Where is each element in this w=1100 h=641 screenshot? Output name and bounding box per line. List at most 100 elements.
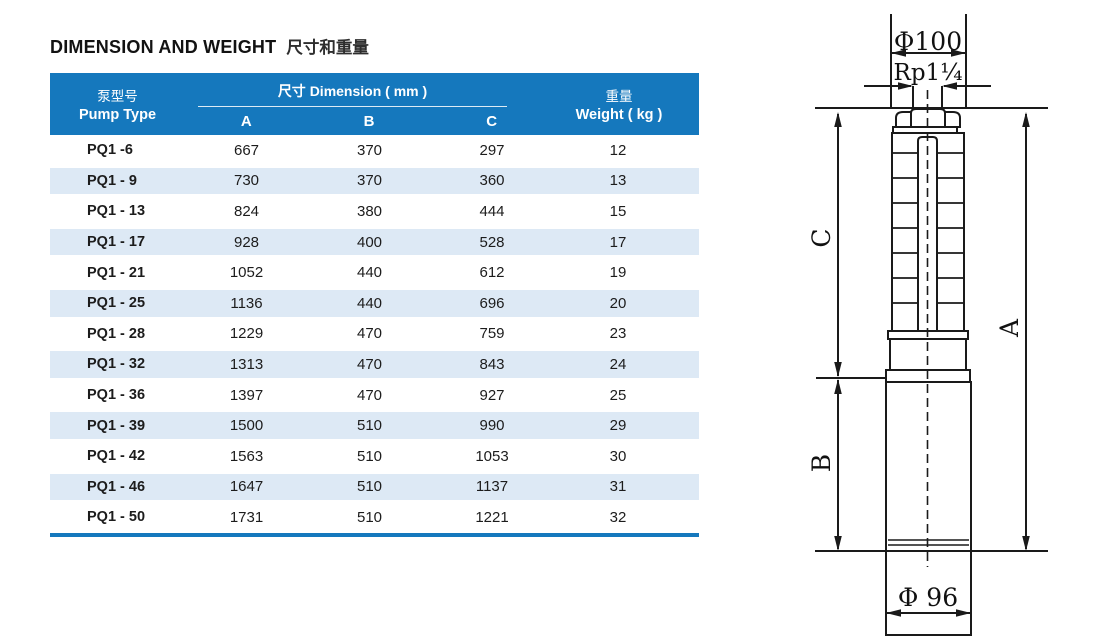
cell-a: 730	[233, 172, 260, 190]
dimension-arrowheads	[834, 49, 1030, 617]
cell-type: PQ1 - 32	[87, 356, 146, 373]
cell-type: PQ1 - 13	[87, 203, 146, 220]
cell-a: 667	[233, 141, 260, 159]
cell-b: 470	[356, 325, 383, 343]
table-row: PQ1 - 9 730 370 360 13	[50, 165, 699, 197]
cell-w: 32	[609, 508, 627, 526]
table-row: PQ1 - 17 928 400 528 17	[50, 226, 699, 258]
cell-a: 1563	[229, 447, 264, 465]
label-dim-a: A	[995, 318, 1024, 338]
cell-c: 990	[479, 417, 505, 435]
cell-a: 1500	[229, 417, 264, 435]
column-header-weight: 重量 Weight ( kg )	[553, 73, 699, 135]
cell-c: 927	[479, 386, 505, 404]
weight-label-zh: 重量	[605, 89, 633, 104]
pump-body-outline	[885, 108, 972, 636]
cell-type: PQ1 -6	[87, 142, 133, 159]
cell-b: 470	[356, 355, 383, 373]
dimension-group-label: 尺寸 Dimension ( mm )	[198, 73, 507, 107]
table-row: PQ1 - 36 1397 470 927 25	[50, 379, 699, 411]
table-row: PQ1 - 13 824 380 444 15	[50, 196, 699, 227]
label-thread: Rp1¼	[894, 60, 963, 86]
cell-c: 360	[479, 172, 505, 190]
cell-c: 1221	[475, 508, 509, 526]
cell-b: 380	[356, 202, 383, 220]
cell-type: PQ1 - 50	[87, 509, 146, 526]
cell-b: 510	[356, 478, 383, 496]
cell-a: 1052	[229, 264, 264, 282]
cell-w: 30	[609, 447, 627, 465]
table-row: PQ1 - 39 1500 510 990 29	[50, 410, 699, 441]
cell-w: 19	[609, 264, 627, 282]
table-body: PQ1 -6 667 370 297 12 PQ1 - 9 730 370 360 13 PQ1 -…	[50, 135, 699, 533]
cell-b: 510	[356, 417, 383, 435]
cell-a: 1647	[229, 478, 264, 496]
column-header-c: C	[486, 112, 498, 130]
cell-a: 1731	[229, 508, 264, 526]
cell-b: 510	[356, 508, 383, 526]
column-header-a: A	[240, 112, 252, 130]
column-header-b: B	[363, 112, 375, 130]
cell-c: 1137	[475, 478, 509, 496]
cell-type: PQ1 - 21	[87, 264, 146, 281]
table-row: PQ1 -6 667 370 297 12	[50, 135, 699, 166]
table-row: PQ1 - 50 1731 510 1221 32	[50, 502, 699, 533]
pump-type-label-en: Pump Type	[78, 107, 157, 123]
weight-label-en: Weight ( kg )	[575, 107, 663, 123]
cell-b: 370	[356, 172, 383, 190]
table-header: 泵型号 Pump Type 尺寸 Dimension ( mm ) A B C …	[50, 73, 699, 135]
cell-type: PQ1 - 42	[87, 448, 146, 465]
cell-w: 17	[609, 233, 627, 251]
cell-a: 1313	[229, 355, 264, 373]
column-header-pump-type: 泵型号 Pump Type	[50, 73, 185, 135]
cell-c: 843	[479, 355, 505, 373]
cell-w: 31	[609, 478, 627, 496]
cell-c: 696	[479, 294, 505, 312]
cell-b: 440	[356, 264, 383, 282]
cell-a: 1229	[229, 325, 264, 343]
pump-type-label-zh: 泵型号	[97, 89, 138, 104]
cell-a: 1136	[230, 294, 263, 312]
table-row: PQ1 - 46 1647 510 1137 31	[50, 471, 699, 503]
table-row: PQ1 - 42 1563 510 1053 30	[50, 440, 699, 472]
cell-b: 370	[356, 141, 383, 159]
cell-b: 440	[356, 294, 383, 312]
cell-w: 20	[609, 294, 627, 312]
cell-type: PQ1 - 17	[87, 234, 146, 251]
cell-c: 612	[479, 264, 505, 282]
nut-base	[892, 126, 958, 134]
cell-w: 25	[609, 386, 627, 404]
table-row: PQ1 - 32 1313 470 843 24	[50, 349, 699, 380]
cell-type: PQ1 - 39	[87, 417, 146, 434]
cell-b: 510	[356, 447, 383, 465]
cell-w: 29	[609, 417, 627, 435]
column-header-dimensions: 尺寸 Dimension ( mm ) A B C	[185, 73, 553, 135]
label-top-diameter: Φ100	[894, 27, 962, 56]
cell-type: PQ1 - 28	[87, 325, 146, 342]
cell-c: 759	[479, 325, 505, 343]
label-dim-c: C	[807, 228, 836, 247]
cell-type: PQ1 - 36	[87, 387, 146, 404]
cell-b: 400	[356, 233, 383, 251]
cell-w: 23	[609, 325, 627, 343]
cell-w: 12	[609, 141, 627, 159]
page-title: DIMENSION AND WEIGHT 尺寸和重量	[50, 34, 369, 58]
dimension-subcolumns: A B C	[185, 107, 553, 135]
cell-c: 297	[479, 141, 505, 159]
label-bottom-diameter: Φ 96	[898, 583, 958, 612]
cell-w: 13	[609, 172, 627, 190]
cell-type: PQ1 - 9	[87, 172, 137, 189]
cell-b: 470	[356, 386, 383, 404]
nut-facet-left	[895, 111, 912, 128]
cell-type: PQ1 - 46	[87, 478, 146, 495]
motor-body	[885, 381, 972, 636]
cell-a: 824	[233, 202, 260, 220]
cell-a: 928	[233, 233, 260, 251]
table-row: PQ1 - 25 1136 440 696 20	[50, 287, 699, 319]
cell-type: PQ1 - 25	[87, 295, 146, 312]
cell-c: 1053	[475, 447, 509, 465]
page-title-zh: 尺寸和重量	[286, 39, 369, 57]
cell-c: 444	[479, 202, 505, 220]
cell-a: 1397	[229, 386, 264, 404]
